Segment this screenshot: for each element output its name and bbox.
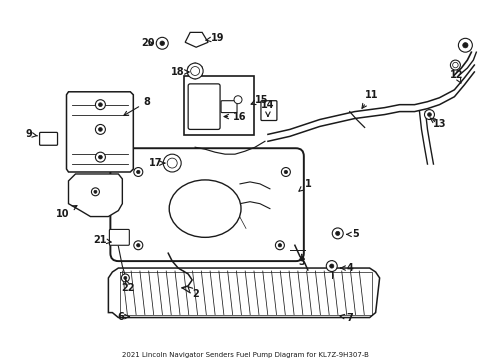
FancyBboxPatch shape	[261, 101, 277, 121]
Circle shape	[453, 62, 458, 68]
Circle shape	[98, 155, 102, 159]
Circle shape	[332, 228, 343, 239]
Polygon shape	[188, 63, 202, 79]
Text: 8: 8	[124, 97, 151, 116]
Circle shape	[160, 41, 165, 45]
Text: 6: 6	[117, 311, 129, 321]
FancyBboxPatch shape	[188, 84, 220, 129]
Circle shape	[96, 100, 105, 109]
Polygon shape	[67, 92, 133, 172]
Circle shape	[96, 152, 105, 162]
Text: 15: 15	[251, 95, 269, 105]
Text: 4: 4	[341, 263, 353, 273]
Circle shape	[137, 170, 140, 174]
Text: 18: 18	[172, 67, 189, 77]
Circle shape	[134, 241, 143, 250]
Polygon shape	[185, 32, 208, 47]
Circle shape	[156, 37, 168, 49]
Circle shape	[134, 167, 143, 176]
Circle shape	[281, 167, 291, 176]
Text: 17: 17	[148, 158, 165, 168]
Circle shape	[191, 67, 199, 76]
Circle shape	[284, 170, 288, 174]
Text: 14: 14	[261, 100, 275, 116]
Text: 22: 22	[122, 280, 135, 293]
Circle shape	[336, 231, 340, 235]
FancyBboxPatch shape	[110, 148, 304, 261]
Text: 13: 13	[430, 118, 446, 130]
Text: 5: 5	[346, 229, 359, 239]
Text: 16: 16	[224, 112, 247, 122]
Text: 10: 10	[56, 206, 77, 219]
Circle shape	[458, 38, 472, 52]
Circle shape	[428, 113, 431, 116]
Circle shape	[330, 264, 334, 268]
FancyBboxPatch shape	[184, 76, 254, 135]
Circle shape	[326, 261, 337, 271]
Circle shape	[450, 60, 461, 70]
Circle shape	[275, 241, 284, 250]
Text: 20: 20	[142, 38, 155, 48]
Circle shape	[278, 244, 282, 247]
Circle shape	[94, 190, 97, 193]
Text: 7: 7	[340, 312, 353, 323]
Text: 9: 9	[25, 129, 38, 139]
Text: 11: 11	[362, 90, 378, 108]
Text: 3: 3	[298, 254, 305, 267]
Circle shape	[424, 109, 435, 120]
Text: 21: 21	[94, 235, 111, 245]
FancyBboxPatch shape	[221, 101, 237, 113]
Circle shape	[122, 274, 129, 282]
Circle shape	[187, 63, 203, 79]
FancyBboxPatch shape	[40, 132, 57, 145]
Circle shape	[98, 127, 102, 131]
Circle shape	[137, 244, 140, 247]
Ellipse shape	[169, 180, 241, 237]
Text: 1: 1	[299, 179, 311, 191]
Circle shape	[163, 154, 181, 172]
Circle shape	[98, 103, 102, 107]
Text: 2: 2	[188, 287, 198, 299]
Circle shape	[234, 96, 242, 104]
Text: 2021 Lincoln Navigator Senders Fuel Pump Diagram for KL7Z-9H307-B: 2021 Lincoln Navigator Senders Fuel Pump…	[122, 352, 368, 358]
Text: 12: 12	[450, 70, 463, 83]
Circle shape	[92, 188, 99, 196]
Circle shape	[463, 42, 468, 48]
Polygon shape	[69, 174, 122, 217]
Text: 19: 19	[206, 33, 225, 43]
FancyBboxPatch shape	[109, 229, 129, 245]
Polygon shape	[108, 268, 380, 318]
Circle shape	[96, 125, 105, 134]
Circle shape	[124, 276, 127, 279]
Circle shape	[167, 158, 177, 168]
